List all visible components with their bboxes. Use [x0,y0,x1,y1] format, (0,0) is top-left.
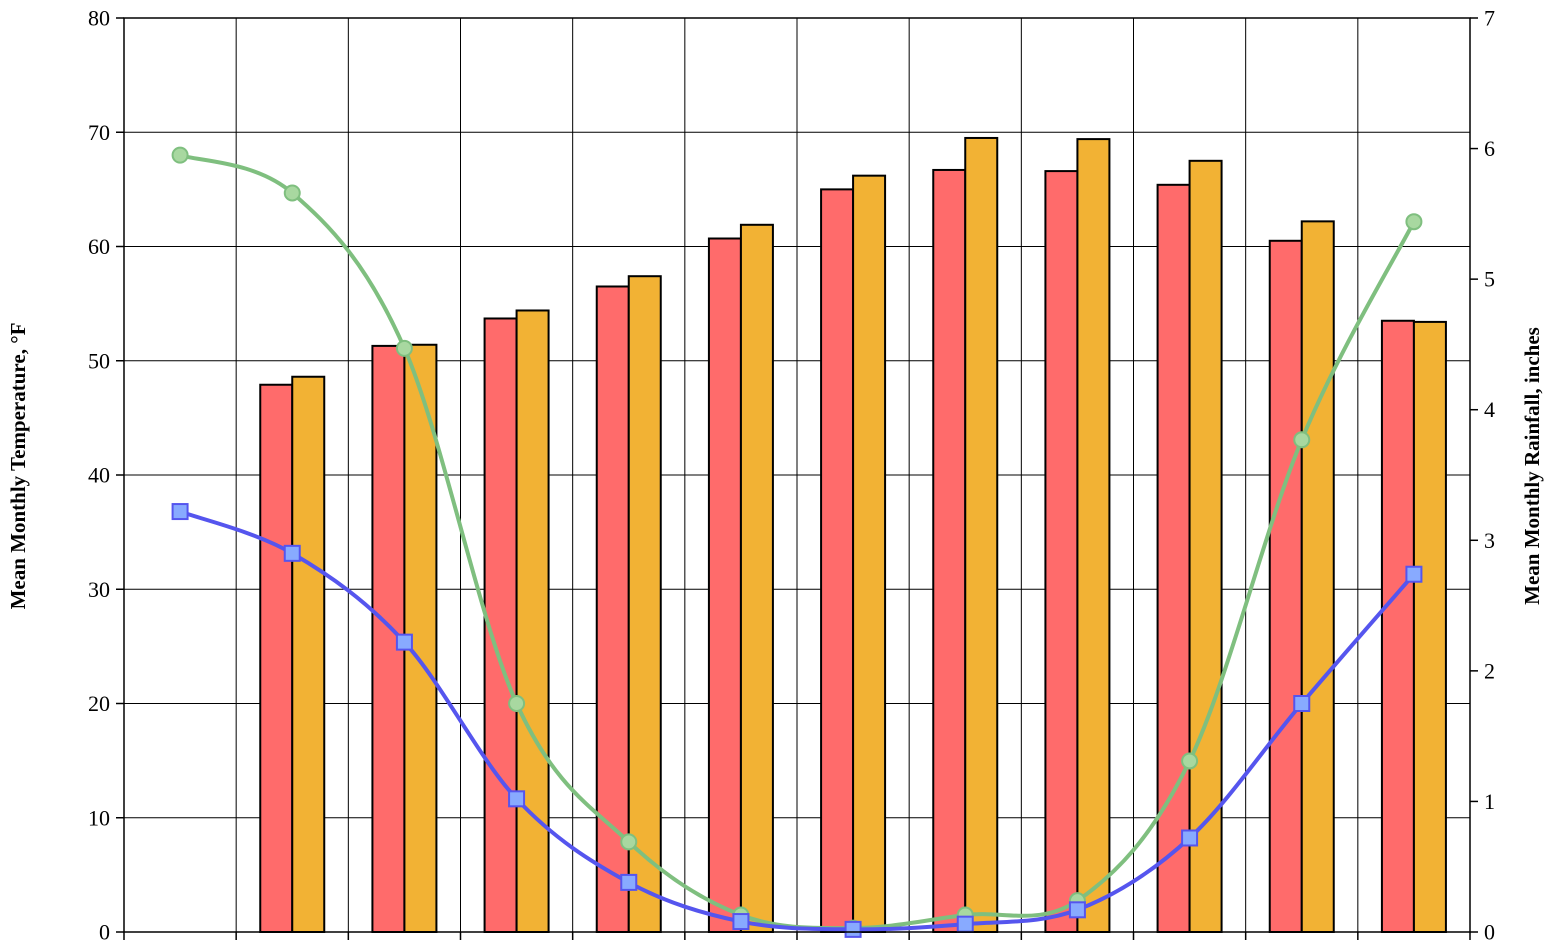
point-s1-5 [620,833,638,851]
y2-tick-label: 0 [1484,920,1495,943]
gridlines [124,18,1470,932]
point-s2-10 [1181,829,1199,847]
series-line-2 [179,509,1416,932]
y2-tick-label: 3 [1484,528,1495,553]
y2-axis-title: Mean Monthly Rainfall, inches [1520,327,1544,605]
bar-s2-8 [964,136,999,933]
point-s1-1 [171,146,189,164]
tick-labels: 0 10 20 30 40 50 60 70 80 0 1 2 3 4 5 6 7 [88,6,1495,943]
y-axis-title: Mean Monthly Temperature, °F [6,323,30,610]
point-s2-1 [171,503,189,521]
bar-s2-2 [291,375,326,933]
y-tick-label: 40 [88,463,110,488]
bar-s1-8 [932,168,967,933]
point-s2-11 [1293,695,1311,712]
y-tick-label: 0 [99,920,110,943]
y-tick-label: 70 [88,120,110,145]
point-s2-12 [1405,565,1423,583]
bar-s2-11 [1300,220,1335,934]
bar-s1-11 [1268,239,1303,934]
y-tick-label: 20 [88,691,110,716]
point-s1-12 [1405,213,1423,231]
point-s1-4 [508,695,526,712]
y-tick-label: 60 [88,234,110,259]
point-s1-2 [283,184,301,202]
y2-tick-label: 7 [1484,6,1495,31]
point-s2-2 [283,544,301,562]
y2-tick-label: 1 [1484,789,1495,814]
point-s1-11 [1293,431,1311,449]
bar-group [259,136,1447,934]
line-group [171,146,1423,938]
point-s2-7 [844,920,862,938]
y2-tick-label: 6 [1484,136,1495,161]
bar-s2-7 [852,174,887,934]
point-s2-3 [395,633,413,651]
bar-s1-7 [820,188,855,933]
bar-s2-4 [515,309,550,934]
bar-s1-10 [1156,183,1191,933]
y-tick-label: 30 [88,577,110,602]
bar-s2-6 [739,223,774,934]
point-s2-5 [620,873,638,891]
y-tick-label: 80 [88,6,110,31]
point-s2-4 [508,790,526,808]
bar-s2-9 [1076,138,1111,934]
point-s2-6 [732,913,750,931]
point-s2-9 [1068,901,1086,919]
bar-s2-12 [1412,320,1447,933]
point-s1-3 [395,339,413,357]
bar-s1-2 [259,383,294,933]
y-tick-label: 10 [88,805,110,830]
y2-tick-label: 5 [1484,267,1495,292]
point-s2-8 [956,915,974,933]
bar-s2-10 [1188,159,1223,933]
y2-tick-label: 2 [1484,658,1495,683]
bar-s1-6 [707,237,742,933]
bar-s1-12 [1380,319,1415,933]
y2-tick-label: 4 [1484,397,1495,422]
y-tick-label: 50 [88,348,110,373]
bar-s1-9 [1044,170,1079,934]
point-s1-10 [1181,752,1199,770]
bar-s2-5 [627,275,662,933]
